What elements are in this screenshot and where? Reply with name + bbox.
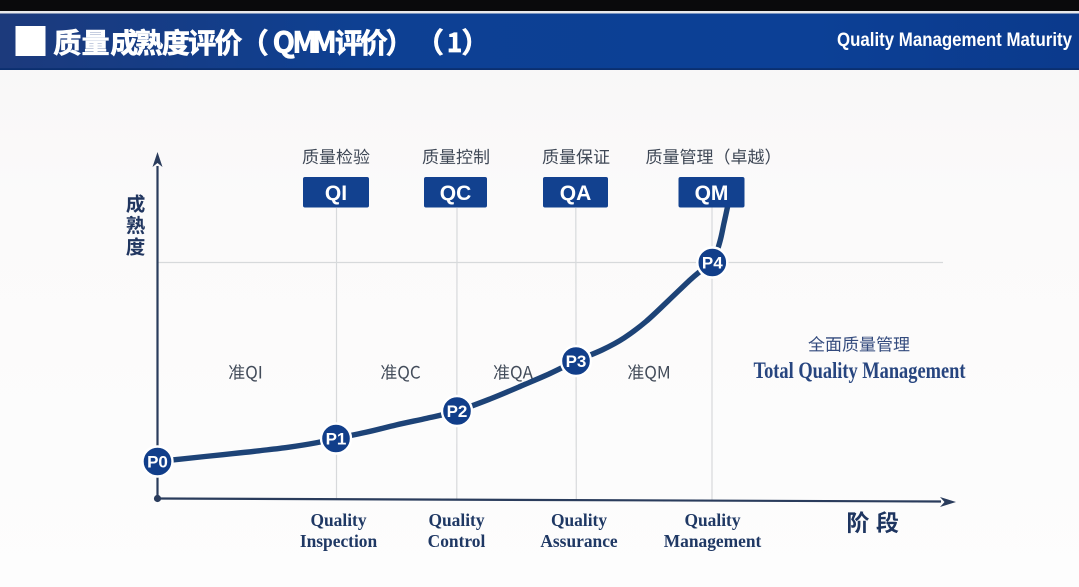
svg-text:P1: P1 (326, 430, 347, 449)
svg-text:P2: P2 (447, 402, 468, 421)
svg-text:QC: QC (440, 182, 472, 205)
svg-text:P4: P4 (702, 254, 723, 273)
svg-text:P0: P0 (147, 453, 168, 472)
svg-text:P3: P3 (566, 352, 587, 371)
svg-text:QM: QM (695, 182, 729, 205)
svg-text:Assurance: Assurance (540, 531, 618, 551)
svg-text:Management: Management (664, 531, 762, 551)
svg-text:QI: QI (325, 182, 347, 205)
svg-text:Quality: Quality (428, 510, 484, 530)
svg-text:Quality: Quality (551, 510, 607, 530)
svg-text:Total Quality Management: Total Quality Management (754, 358, 966, 383)
svg-text:QA: QA (560, 182, 592, 205)
svg-text:Quality Management Maturity: Quality Management Maturity (837, 30, 1072, 51)
svg-text:Control: Control (428, 531, 486, 551)
svg-text:Quality: Quality (310, 510, 366, 530)
svg-text:Inspection: Inspection (300, 531, 378, 551)
svg-text:Quality: Quality (684, 510, 740, 530)
